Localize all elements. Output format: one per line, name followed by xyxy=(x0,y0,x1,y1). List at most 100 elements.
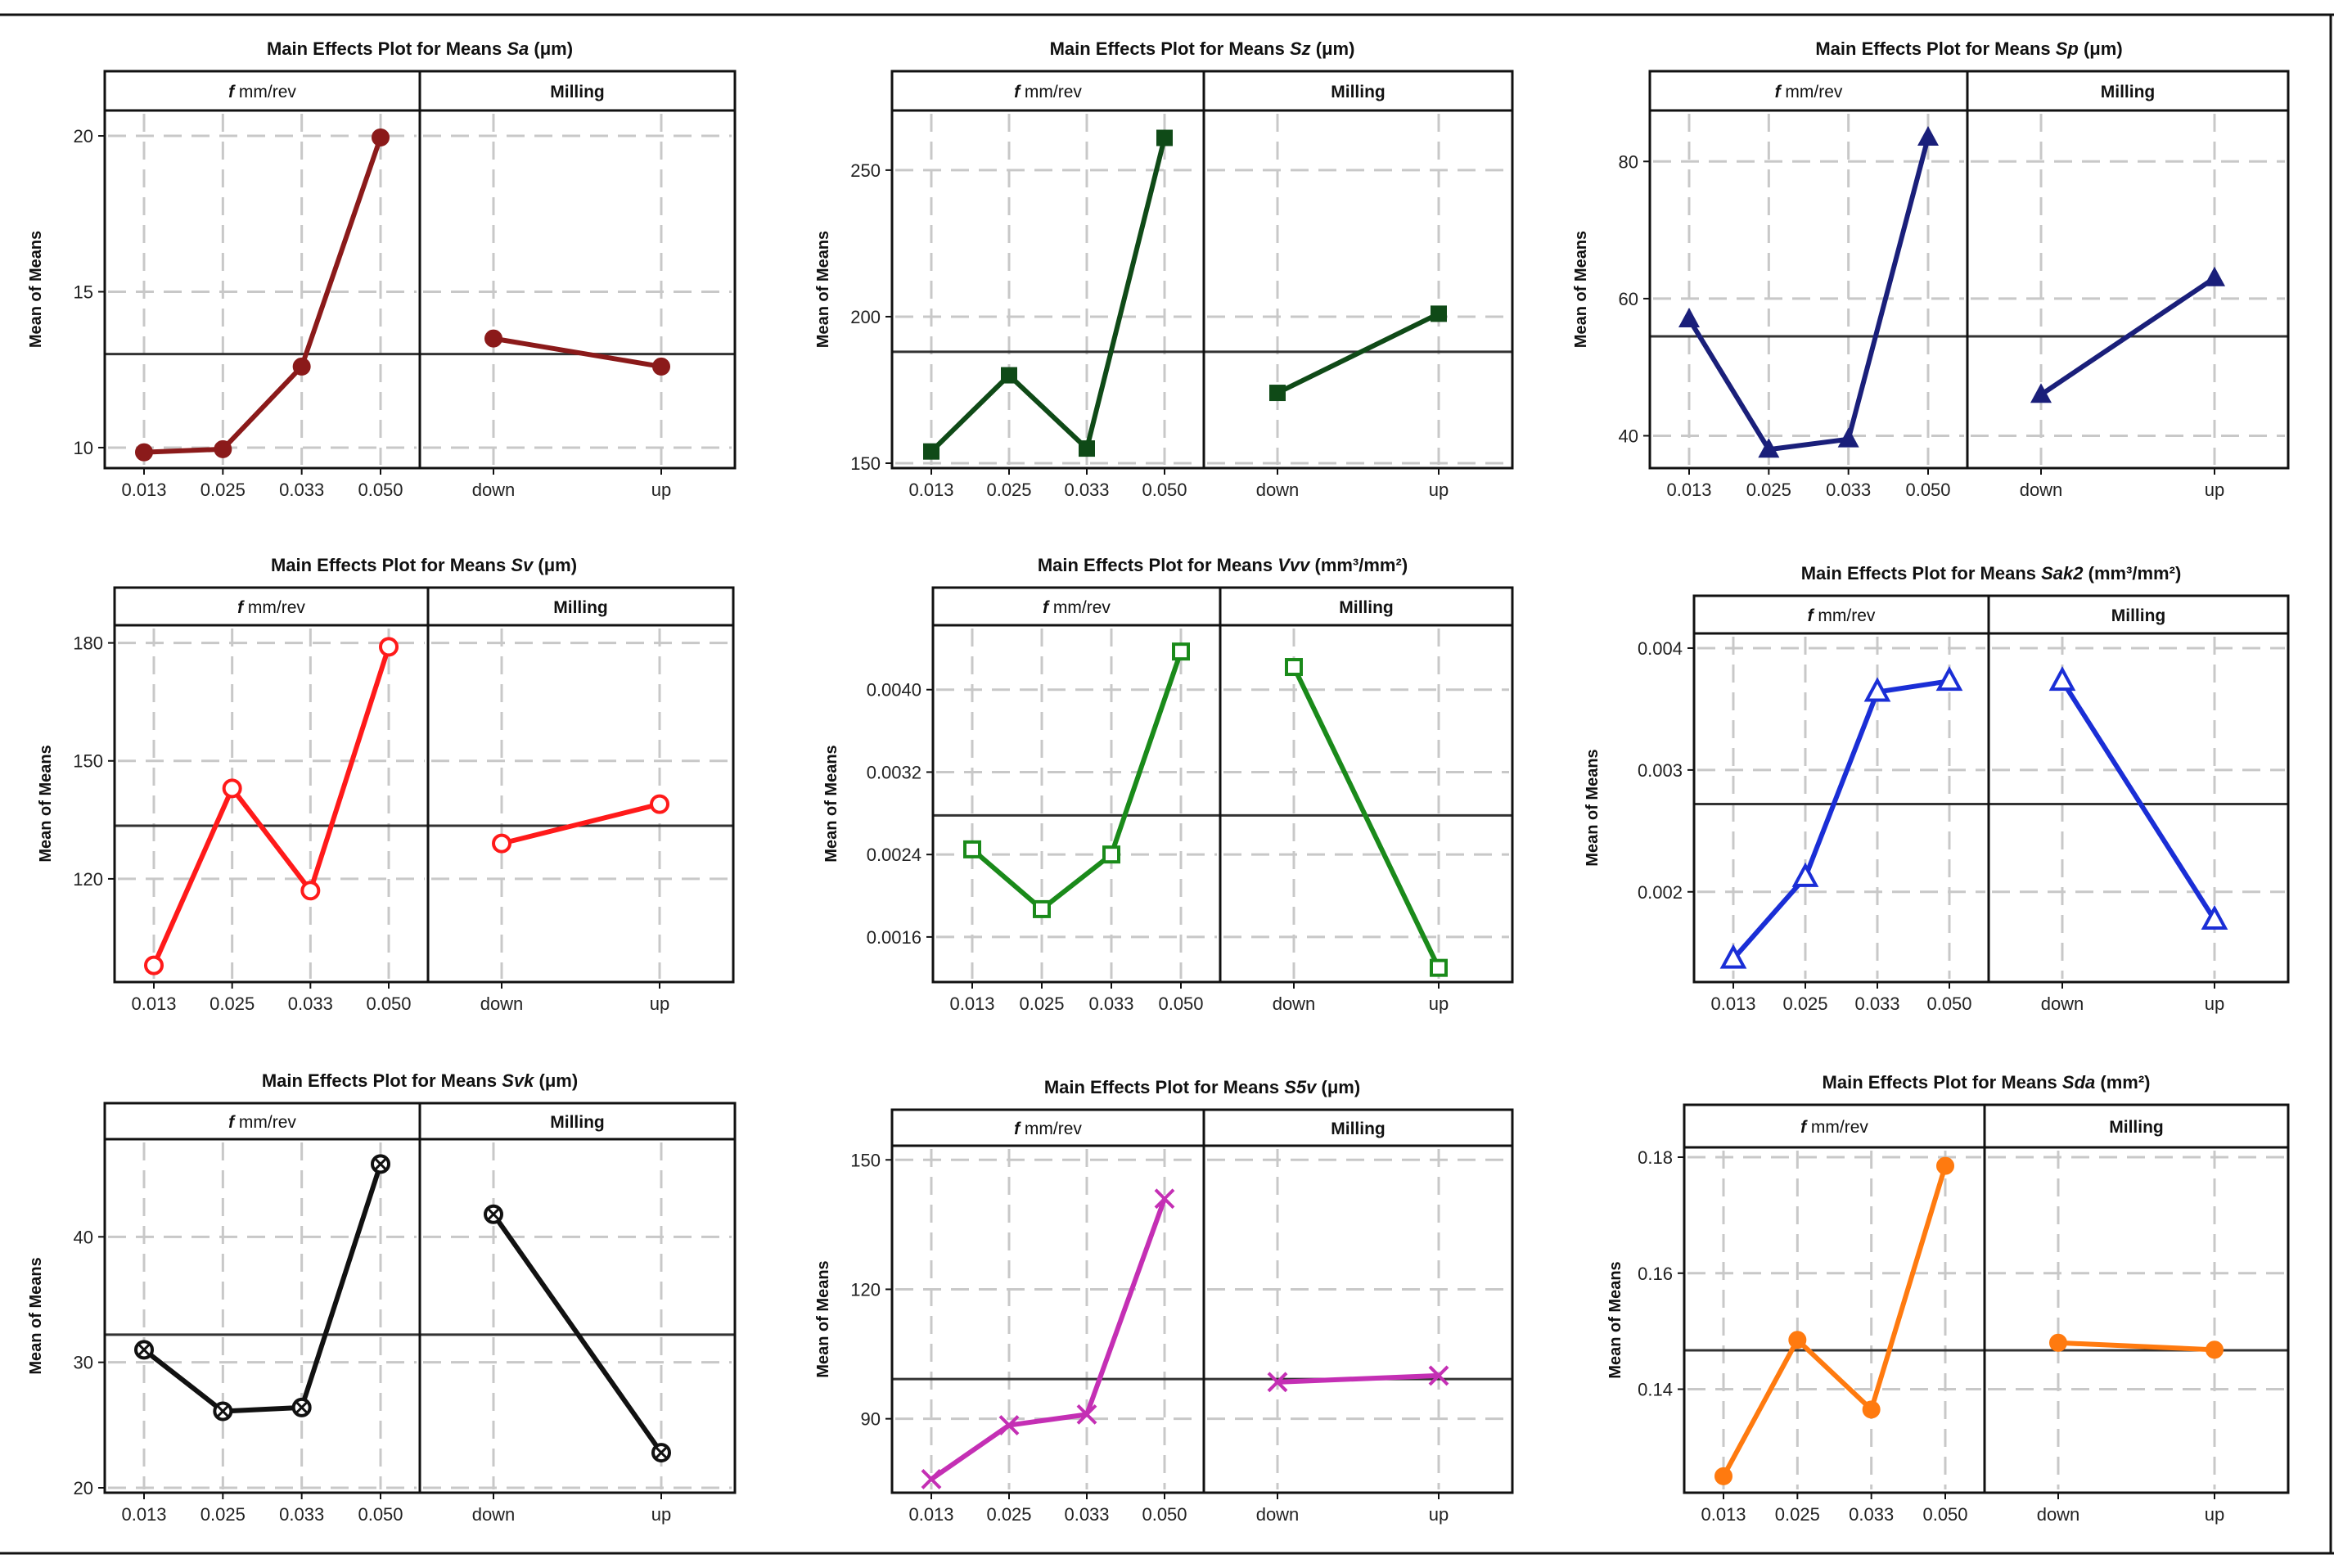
strip-label-feed: f mm/rev xyxy=(1043,598,1111,617)
chart-title-part: (μm) xyxy=(1311,38,1355,59)
series-line-feed xyxy=(971,651,1183,912)
x-tick-label: 0.013 xyxy=(121,1504,166,1525)
chart-title-part: (μm) xyxy=(533,555,577,575)
x-tick-label: 0.033 xyxy=(288,994,333,1014)
x-tick-label: 0.050 xyxy=(358,480,403,500)
y-tick-label: 150 xyxy=(850,453,881,474)
y-tick-label: 150 xyxy=(73,751,103,772)
x-tick-label: 0.050 xyxy=(366,994,411,1014)
data-point-feed xyxy=(214,439,232,458)
factor-unit: mm/rev xyxy=(239,1113,296,1132)
chart-title-part: Sv xyxy=(511,555,534,575)
data-point-milling xyxy=(651,1443,671,1463)
chart-title-part: Main Effects Plot for Means xyxy=(1801,563,2041,583)
chart-6: Main Effects Plot for Means Sak2 (mm³/mm… xyxy=(1584,563,2290,1014)
chart-title-part: Sz xyxy=(1290,38,1311,59)
chart-5: Main Effects Plot for Means Vvv (mm³/mm²… xyxy=(822,555,1514,1014)
series-line-milling xyxy=(2060,679,2217,921)
factor-symbol: f xyxy=(237,598,248,617)
data-point-milling xyxy=(1430,958,1448,977)
data-point-feed xyxy=(1079,440,1095,457)
y-tick-label: 0.003 xyxy=(1638,760,1683,781)
chart-title-part: (mm²) xyxy=(2095,1072,2150,1093)
data-point-feed xyxy=(1837,427,1859,448)
series-line-milling xyxy=(493,336,662,369)
series-line-milling xyxy=(2039,276,2216,397)
y-tick-label: 40 xyxy=(74,1227,93,1247)
x-tick-label: 0.033 xyxy=(1088,994,1133,1014)
y-tick-label: 30 xyxy=(74,1353,93,1373)
data-point-feed xyxy=(963,840,981,858)
x-tick-label: 0.050 xyxy=(1905,480,1950,500)
y-tick-label: 0.0040 xyxy=(867,680,921,701)
chart-title: Main Effects Plot for Means Sp (μm) xyxy=(1815,38,2122,59)
y-axis-label: Mean of Means xyxy=(1606,1261,1624,1378)
chart-title-part: Main Effects Plot for Means xyxy=(262,1070,502,1091)
x-tick-label: 0.013 xyxy=(121,480,166,500)
strip-label-feed: f mm/rev xyxy=(228,83,296,101)
series-line-feed xyxy=(1687,137,1931,453)
plot-frame xyxy=(1692,594,2290,984)
factor-unit: mm/rev xyxy=(1818,606,1875,625)
y-axis-label: Mean of Means xyxy=(27,1257,45,1374)
chart-title-part: (μm) xyxy=(534,1070,578,1091)
factor-symbol: f xyxy=(1808,606,1818,625)
data-point-feed-cross xyxy=(295,1400,309,1414)
y-tick-label: 120 xyxy=(850,1279,881,1300)
data-point-milling xyxy=(650,794,669,814)
x-tick-label: 0.050 xyxy=(1922,1504,1967,1525)
series-line-feed xyxy=(142,1163,383,1414)
x-tick-label: 0.050 xyxy=(1926,994,1971,1014)
strip-label-feed: f mm/rev xyxy=(1800,1118,1868,1137)
data-point-feed xyxy=(213,1401,233,1422)
data-point-feed xyxy=(998,1415,1020,1435)
data-point-feed xyxy=(1863,677,1891,702)
chart-title-part: (mm³/mm²) xyxy=(2084,563,2182,583)
data-point-milling xyxy=(652,357,670,376)
data-point-feed xyxy=(1917,125,1939,146)
x-tick-label: 0.025 xyxy=(201,480,246,500)
series-line-feed xyxy=(1731,678,1950,961)
strip-label-milling: Milling xyxy=(1339,598,1394,617)
x-tick-label: 0.025 xyxy=(986,480,1031,500)
data-point-feed xyxy=(923,443,939,460)
data-point-milling xyxy=(1269,385,1286,402)
plot-frame xyxy=(890,70,1514,470)
x-tick-label: 0.033 xyxy=(1064,1504,1109,1525)
chart-title-part: (μm) xyxy=(2079,38,2123,59)
data-point-feed xyxy=(300,881,321,901)
x-tick-label: 0.025 xyxy=(210,994,255,1014)
data-point-feed-cross xyxy=(216,1404,230,1418)
data-point-feed xyxy=(1033,899,1051,918)
y-tick-label: 0.0016 xyxy=(867,927,921,948)
strip-label-feed: f mm/rev xyxy=(1808,606,1876,625)
strip-label-milling: Milling xyxy=(550,1113,605,1132)
data-point-milling xyxy=(1431,305,1447,322)
data-point-feed xyxy=(1935,665,1963,692)
x-tick-label: up xyxy=(651,1504,671,1525)
strip-label-milling: Milling xyxy=(553,598,608,617)
data-point-milling-cross xyxy=(654,1446,669,1460)
data-point-milling xyxy=(2049,1333,2067,1352)
data-point-feed xyxy=(1172,642,1190,661)
data-point-feed xyxy=(291,1397,312,1417)
x-tick-label: 0.025 xyxy=(1782,994,1827,1014)
chart-title-part: Sak2 xyxy=(2041,563,2084,583)
strip-label-feed: f mm/rev xyxy=(1014,83,1082,101)
series-line-milling xyxy=(1277,1372,1440,1385)
y-tick-label: 0.14 xyxy=(1638,1380,1673,1400)
x-tick-label: 0.033 xyxy=(279,1504,324,1525)
plot-frame xyxy=(113,586,735,984)
series-line-milling xyxy=(2057,1340,2215,1353)
chart-title: Main Effects Plot for Means Sa (μm) xyxy=(267,38,573,59)
y-tick-label: 150 xyxy=(850,1150,881,1170)
x-tick-label: up xyxy=(2205,1504,2224,1525)
x-tick-label: up xyxy=(1429,480,1449,500)
chart-title-part: Main Effects Plot for Means xyxy=(1823,1072,2062,1093)
factor-unit: mm/rev xyxy=(1025,1120,1082,1138)
chart-title-part: Vvv xyxy=(1277,555,1311,575)
chart-title-part: (μm) xyxy=(529,38,573,59)
factor-unit: mm/rev xyxy=(1025,83,1082,101)
chart-4: Main Effects Plot for Means Sv (μm) f mm/… xyxy=(37,555,735,1014)
data-point-feed xyxy=(1714,1467,1732,1485)
